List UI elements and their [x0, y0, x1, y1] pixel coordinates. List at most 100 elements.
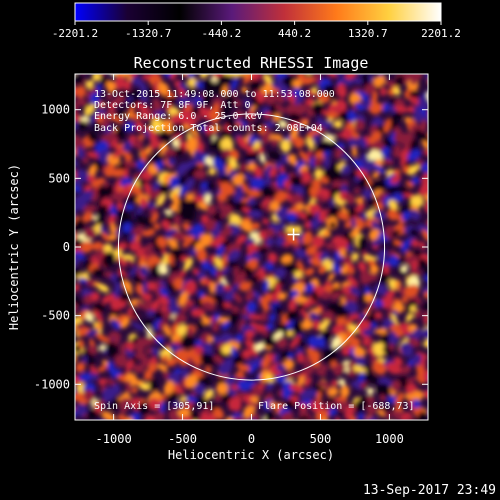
image-blob: [172, 401, 183, 408]
solar-limb-circle: [117, 113, 386, 381]
image-blob: [182, 208, 196, 222]
image-blob: [117, 255, 127, 268]
image-blob: [304, 283, 315, 293]
image-blob: [368, 339, 375, 348]
image-blob: [377, 249, 389, 262]
image-blob: [411, 176, 420, 185]
x-tick-label: -500: [168, 432, 197, 446]
image-blob: [408, 284, 420, 295]
y-tick-label: -500: [41, 309, 70, 323]
colorbar: -2201.2 -1320.7 -440.2 440.2 1320.7 2201.2: [52, 2, 461, 40]
image-blob: [300, 308, 310, 321]
image-blob: [285, 104, 301, 117]
image-blob: [371, 91, 378, 106]
image-blob: [75, 250, 85, 261]
image-blob: [340, 164, 352, 175]
image-blob: [294, 94, 305, 105]
image-blob: [157, 363, 168, 372]
image-blob: [124, 204, 135, 211]
image-blob: [345, 74, 357, 80]
image-blob: [261, 356, 270, 370]
image-blob: [156, 236, 168, 248]
image-blob: [98, 365, 106, 373]
image-blob: [130, 113, 142, 121]
image-blob: [91, 177, 106, 188]
image-blob: [217, 199, 225, 214]
image-blob: [351, 146, 358, 158]
image-blob: [222, 106, 231, 116]
image-blob: [388, 199, 399, 211]
image-blob: [181, 241, 190, 248]
image-blob: [363, 416, 378, 420]
image-blob: [319, 175, 329, 185]
image-blob: [190, 127, 199, 137]
image-blob: [293, 136, 305, 149]
image-blob: [372, 210, 387, 221]
image-blob: [357, 413, 365, 420]
image-blob: [230, 77, 239, 91]
image-blob: [200, 353, 216, 366]
y-tick-label: 500: [48, 171, 70, 185]
image-blob: [228, 157, 238, 170]
image-blob: [157, 412, 165, 419]
image-blob: [124, 121, 135, 132]
image-blob: [186, 136, 198, 153]
image-blob: [320, 291, 332, 300]
image-blob: [288, 298, 297, 313]
image-blob: [96, 186, 109, 199]
image-blob: [220, 332, 235, 344]
image-blob: [143, 129, 151, 138]
image-blob: [178, 415, 193, 420]
image-blob: [410, 391, 424, 402]
image-blob: [404, 417, 414, 420]
image-blob: [302, 355, 311, 366]
image-blob: [336, 238, 349, 252]
image-blob: [372, 75, 386, 88]
image-blob: [131, 387, 139, 394]
image-blob: [91, 241, 104, 251]
image-blob: [400, 342, 414, 357]
image-blob: [246, 124, 256, 133]
image-blob: [125, 417, 134, 420]
image-blob: [241, 182, 250, 195]
image-blob: [244, 339, 257, 351]
image-blob: [362, 328, 374, 336]
image-blob: [434, 281, 446, 295]
image-blob: [253, 165, 263, 178]
image-blob: [435, 143, 441, 158]
image-blob: [163, 325, 172, 337]
image-blob: [331, 290, 341, 301]
image-blob: [63, 419, 81, 436]
image-blob: [422, 302, 428, 311]
image-blob: [283, 240, 292, 248]
image-blob: [178, 175, 186, 186]
plot-title: Reconstructed RHESSI Image: [134, 54, 369, 72]
image-blob: [126, 258, 136, 267]
image-blob: [200, 342, 213, 354]
image-blob: [75, 85, 87, 98]
image-blob: [301, 176, 309, 184]
image-blob: [243, 98, 254, 110]
image-blob: [158, 263, 169, 275]
image-blob: [309, 219, 320, 230]
image-blob: [430, 302, 440, 309]
image-blob: [204, 219, 218, 232]
image-blob: [315, 419, 332, 432]
image-blob: [136, 159, 146, 171]
image-blob: [185, 327, 194, 337]
image-blob: [429, 421, 439, 431]
image-blob: [369, 102, 383, 115]
image-blob: [295, 225, 302, 236]
image-blob: [398, 284, 406, 297]
image-blob: [392, 149, 401, 158]
image-blob: [163, 380, 175, 396]
image-blob: [373, 342, 387, 357]
image-blob: [393, 192, 404, 203]
image-blob: [331, 379, 339, 387]
image-blob: [435, 190, 444, 200]
image-blob: [246, 243, 259, 253]
image-blob: [180, 302, 191, 314]
image-blob: [209, 109, 221, 122]
image-blob: [146, 87, 156, 97]
image-blob: [100, 77, 108, 86]
